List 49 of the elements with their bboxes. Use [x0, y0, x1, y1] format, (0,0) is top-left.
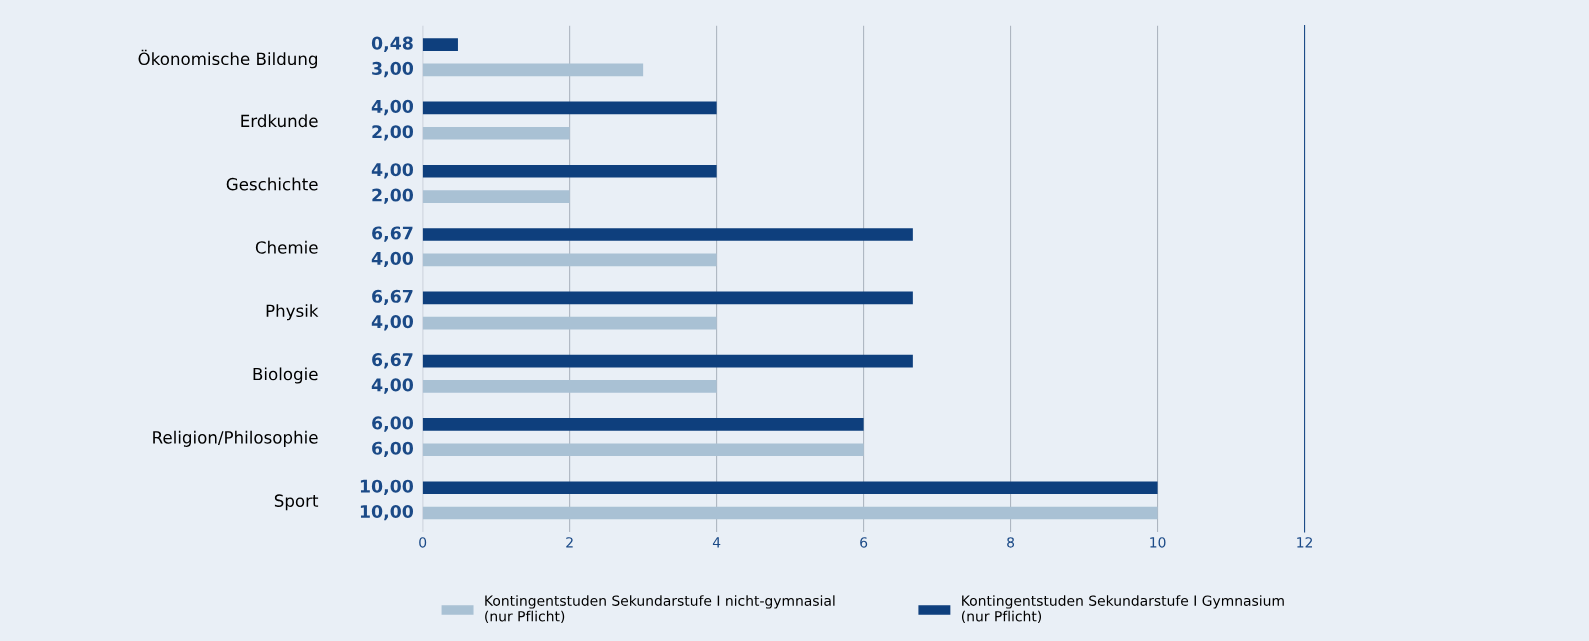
data-label: 3,00	[372, 61, 414, 78]
data-label: 4,00	[371, 99, 414, 116]
bar	[422, 506, 1158, 520]
data-label: 6,00	[372, 416, 414, 432]
x-tick-label: 4	[712, 537, 721, 548]
bar	[422, 418, 864, 431]
bar	[422, 190, 570, 203]
data-label: 6,67	[372, 353, 413, 369]
bar	[422, 316, 717, 330]
x-tick-label: 0	[419, 537, 427, 548]
x-tick-label: 10	[1150, 537, 1166, 548]
legend-label: Kontingentstuden Sekundarstufe I nicht-gymnasial (nur Pflicht)	[485, 595, 835, 624]
y-tick-label: Physik	[266, 304, 319, 321]
data-label: 2,00	[372, 188, 414, 204]
data-label: 4,00	[371, 251, 414, 268]
data-label: 4,00	[371, 315, 414, 331]
data-label: 4,00	[371, 378, 414, 394]
bar	[422, 253, 717, 267]
y-tick-label: Sport	[274, 494, 319, 511]
data-label: 0,48	[371, 36, 413, 52]
bar	[422, 228, 913, 241]
data-label: 6,67	[372, 289, 413, 306]
x-tick-label: 2	[566, 537, 573, 548]
data-label: 6,67	[372, 226, 413, 242]
y-tick-label: Religion/Philosophie	[153, 430, 318, 447]
y-tick-label: Ökonomische Bildung	[138, 49, 317, 69]
data-label: 6,00	[372, 441, 414, 457]
data-label: 10,00	[360, 504, 414, 521]
data-label: 10,00	[360, 479, 414, 495]
y-tick-label: Geschichte	[226, 177, 318, 191]
data-label: 4,00	[371, 163, 414, 179]
y-tick-label: Chemie	[255, 240, 318, 254]
bar	[422, 164, 717, 178]
x-tick-label: 8	[1007, 537, 1015, 548]
bar	[422, 291, 913, 305]
legend-label: Kontingentstuden Sekundarstufe I Gymnasium (nur Pflicht)	[961, 595, 1284, 624]
bar	[422, 354, 913, 368]
x-tick-label: 12	[1297, 537, 1313, 548]
bar	[422, 126, 570, 140]
bar	[422, 443, 864, 457]
y-tick-label: Biologie	[253, 367, 318, 384]
bar	[422, 63, 644, 77]
bar	[422, 38, 458, 51]
bar	[422, 481, 1158, 495]
bar	[422, 101, 717, 115]
bar	[422, 380, 717, 393]
y-tick-label: Erdkunde	[241, 114, 318, 128]
data-label: 2,00	[372, 125, 414, 141]
x-tick-label: 6	[860, 537, 868, 548]
